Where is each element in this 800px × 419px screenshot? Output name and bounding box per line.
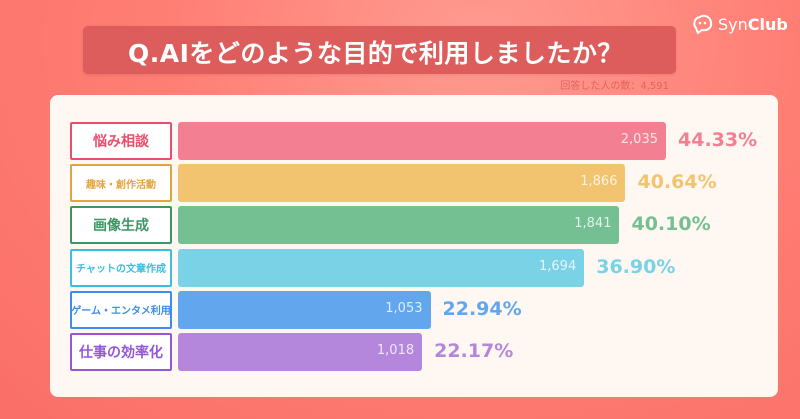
percent-label: 44.33% xyxy=(678,129,758,151)
bar: 1,841 xyxy=(178,206,620,245)
category-label: 画像生成 xyxy=(70,206,172,245)
bar: 1,694 xyxy=(178,248,585,287)
bar-row: ゲーム・エンタメ利用 1,053 22.94% xyxy=(50,290,778,329)
bar-row: 仕事の効率化 1,018 22.17% xyxy=(50,333,778,371)
respondent-count: 回答した人の数：4,591 xyxy=(560,81,669,92)
bar-row: 趣味・創作活動 1,866 40.64% xyxy=(50,164,778,203)
chart-card: 悩み相談 2,035 44.33% 趣味・創作活動 1,866 40.64% 画像生… xyxy=(50,95,778,397)
bar: 1,053 xyxy=(178,290,431,329)
synclub-face-icon xyxy=(693,14,713,34)
logo-text-club: Club xyxy=(747,14,788,34)
percent-label: 22.17% xyxy=(434,340,514,362)
bar-row: 画像生成 1,841 40.10% xyxy=(50,206,778,245)
category-label: 悩み相談 xyxy=(70,122,172,160)
title-banner: Q.AIをどのような目的で利用しましたか？ xyxy=(83,26,676,74)
bar: 1,018 xyxy=(178,333,423,371)
category-label: 趣味・創作活動 xyxy=(70,164,172,203)
percent-label: 40.64% xyxy=(637,171,717,194)
value-label: 1,694 xyxy=(539,258,577,274)
percent-label: 40.10% xyxy=(631,213,711,236)
bar-row: 悩み相談 2,035 44.33% xyxy=(50,122,778,160)
category-label: チャットの文章作成 xyxy=(70,248,172,287)
value-label: 1,841 xyxy=(574,216,612,232)
value-label: 1,866 xyxy=(580,174,618,190)
percent-label: 36.90% xyxy=(596,255,676,278)
bar: 2,035 xyxy=(178,122,666,160)
value-label: 2,035 xyxy=(620,132,658,147)
bar-row: チャットの文章作成 1,694 36.90% xyxy=(50,248,778,287)
category-label: 仕事の効率化 xyxy=(70,333,172,371)
logo-text-syn: Syn xyxy=(718,14,748,34)
chart-title: Q.AIをどのような目的で利用しましたか？ xyxy=(128,39,623,68)
percent-label: 22.94% xyxy=(442,297,522,320)
bar: 1,866 xyxy=(178,164,626,203)
value-label: 1,053 xyxy=(385,300,423,316)
value-label: 1,018 xyxy=(376,343,415,358)
category-label: ゲーム・エンタメ利用 xyxy=(70,290,172,329)
synclub-logo: Syn Club xyxy=(692,14,788,34)
